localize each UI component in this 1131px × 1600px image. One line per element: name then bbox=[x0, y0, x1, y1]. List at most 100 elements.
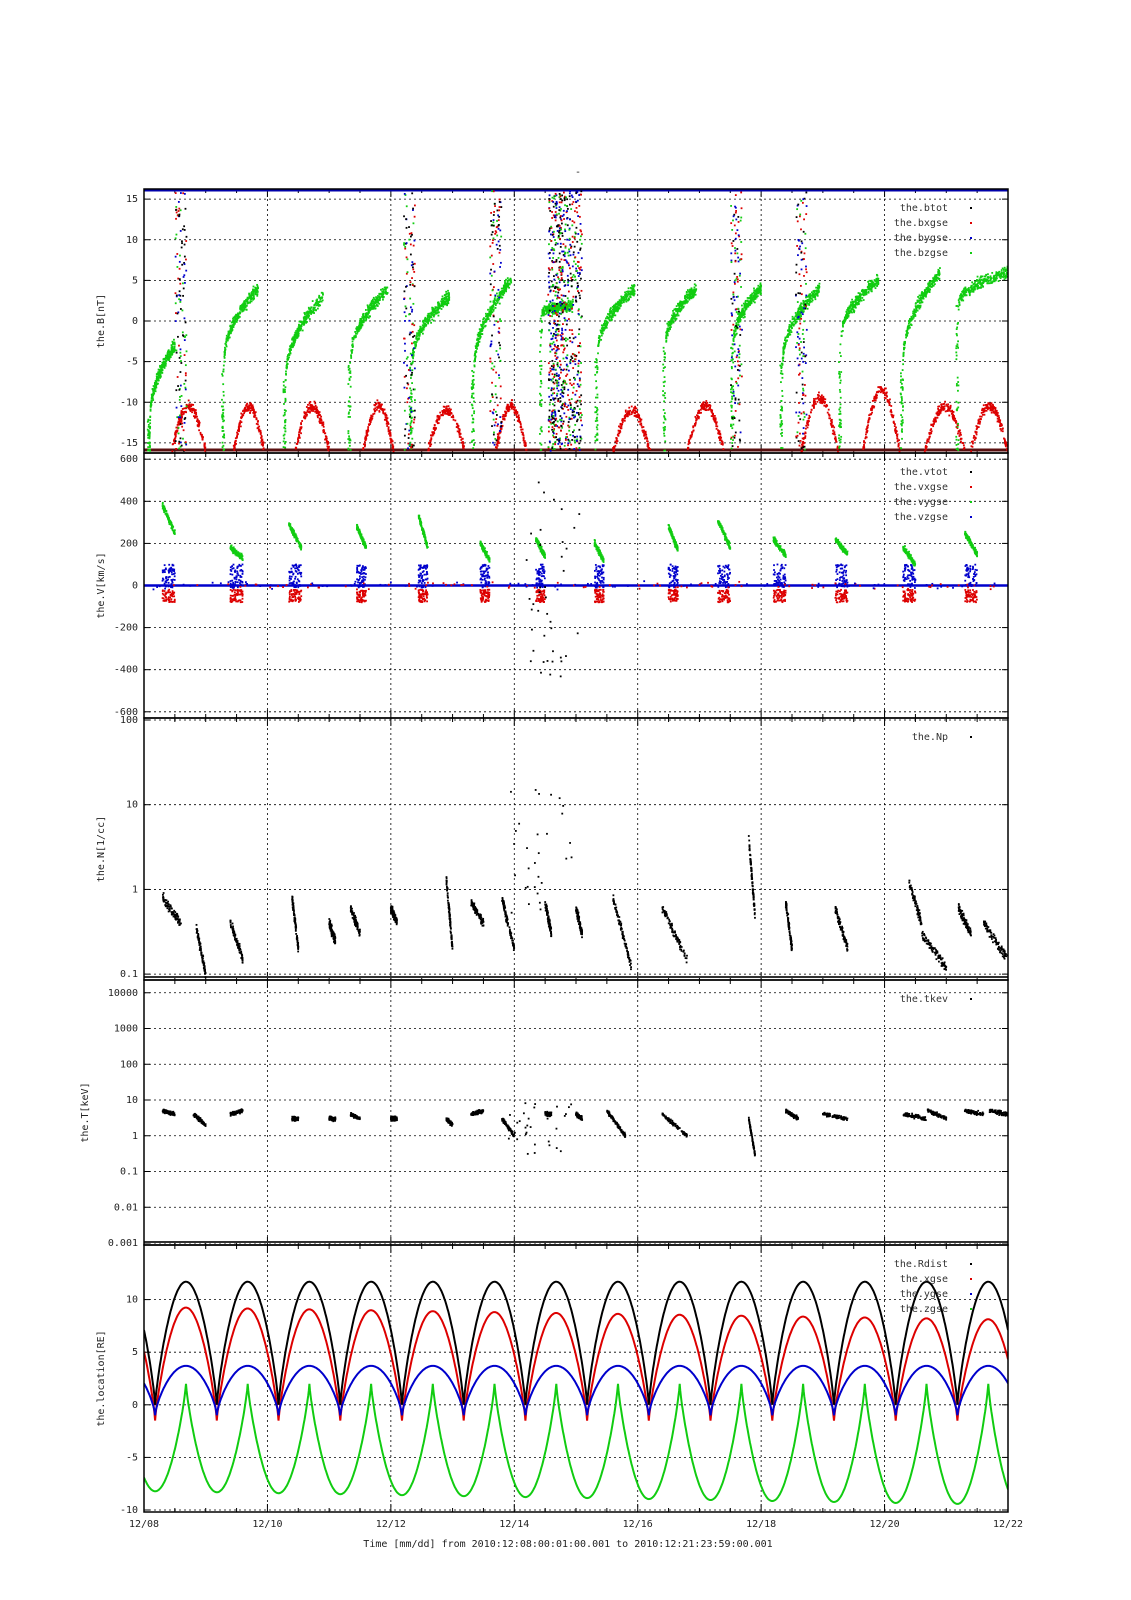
bzgse-point bbox=[602, 324, 605, 327]
bzgse-point bbox=[411, 400, 413, 403]
bzgse-point bbox=[316, 300, 318, 303]
bxgse-point bbox=[925, 445, 927, 448]
bxgse-point bbox=[390, 441, 392, 444]
y-tick-label: 5 bbox=[132, 275, 138, 286]
bxgse-point bbox=[831, 432, 834, 435]
bzgse-point bbox=[621, 297, 624, 300]
bzgse-point bbox=[294, 338, 297, 341]
bzgse-point bbox=[472, 392, 475, 395]
bzgse-point bbox=[358, 324, 360, 327]
bxgse-point bbox=[695, 419, 697, 422]
bxgse-point bbox=[615, 439, 618, 442]
bzgse-point bbox=[352, 337, 355, 340]
bxgse-point bbox=[497, 440, 499, 443]
bxgse-point bbox=[436, 414, 439, 417]
bzgse-point bbox=[224, 348, 227, 351]
bxgse-point bbox=[804, 435, 807, 437]
bxgse-point bbox=[619, 426, 622, 429]
bzgse-point bbox=[308, 318, 311, 320]
bzgse-point bbox=[374, 307, 377, 310]
bxgse-point bbox=[986, 408, 989, 411]
bzgse-point bbox=[252, 285, 255, 288]
bzgse-point bbox=[477, 335, 480, 338]
bxgse-point bbox=[316, 408, 319, 411]
bxgse-point bbox=[640, 418, 643, 421]
bzgse-point bbox=[595, 380, 597, 383]
bzgse-point bbox=[382, 298, 384, 301]
bxgse-point bbox=[836, 445, 839, 448]
bzgse-point bbox=[161, 361, 164, 364]
bzgse-point bbox=[161, 364, 164, 367]
bzgse-point bbox=[169, 356, 172, 359]
bzgse-point bbox=[288, 348, 291, 351]
bzgse-point bbox=[613, 304, 616, 307]
bzgse-point bbox=[746, 297, 749, 299]
bzgse-point bbox=[284, 379, 287, 381]
bxgse-point bbox=[255, 418, 258, 421]
bzgse-point bbox=[294, 334, 297, 337]
bxgse-point bbox=[643, 434, 646, 437]
bzgse-point bbox=[542, 310, 544, 313]
bzgse-point bbox=[170, 346, 173, 348]
bzgse-point bbox=[664, 380, 666, 383]
bxgse-point bbox=[246, 409, 248, 411]
bxgse-point bbox=[1001, 430, 1004, 433]
bxgse-point bbox=[706, 404, 708, 407]
bzgse-point bbox=[743, 313, 746, 316]
bzgse-point bbox=[290, 343, 293, 346]
bzgse-point bbox=[230, 330, 233, 333]
bxgse-point bbox=[183, 407, 186, 410]
bzgse-point bbox=[356, 326, 358, 328]
bzgse-point bbox=[235, 317, 237, 320]
bzgse-point bbox=[478, 328, 481, 331]
bzgse-point bbox=[440, 298, 443, 301]
bxgse-point bbox=[523, 444, 526, 447]
bxgse-point bbox=[180, 412, 183, 415]
bzgse-point bbox=[224, 342, 227, 345]
bxgse-point bbox=[928, 437, 931, 439]
bxgse-point bbox=[513, 409, 516, 412]
bzgse-point bbox=[370, 308, 373, 310]
bzgse-point bbox=[667, 323, 670, 326]
bzgse-point bbox=[594, 411, 597, 414]
bzgse-point bbox=[559, 302, 562, 305]
bzgse-point bbox=[679, 303, 682, 306]
bxgse-point bbox=[719, 438, 722, 440]
bzgse-point bbox=[415, 344, 417, 347]
bxgse-point bbox=[704, 404, 707, 407]
bzgse-point bbox=[226, 339, 229, 342]
bzgse-point bbox=[282, 384, 285, 387]
bzgse-point bbox=[745, 304, 747, 307]
bzgse-point bbox=[733, 332, 735, 335]
bxgse-point bbox=[621, 419, 624, 422]
bxgse-point bbox=[434, 429, 436, 432]
bxgse-point bbox=[979, 418, 982, 420]
bzgse-point bbox=[502, 293, 505, 296]
bxgse-point bbox=[194, 409, 197, 412]
bzgse-point bbox=[428, 314, 430, 317]
bxgse-point bbox=[927, 440, 930, 443]
bxgse-point bbox=[873, 405, 876, 408]
bxgse-point bbox=[985, 409, 988, 412]
bzgse-point bbox=[681, 303, 684, 306]
bzgse-point bbox=[413, 351, 415, 353]
bxgse-point bbox=[389, 434, 391, 437]
bzgse-point bbox=[473, 410, 476, 413]
bzgse-point bbox=[489, 315, 492, 318]
bzgse-point bbox=[493, 297, 496, 300]
bzgse-point bbox=[571, 306, 574, 308]
bzgse-point bbox=[352, 345, 354, 348]
bzgse-point bbox=[539, 394, 542, 397]
bxgse-point bbox=[710, 410, 713, 413]
bxgse-point bbox=[981, 407, 984, 410]
bxgse-point bbox=[437, 415, 439, 418]
bzgse-point bbox=[416, 334, 418, 336]
bzgse-point bbox=[541, 329, 543, 332]
bzgse-point bbox=[664, 356, 667, 359]
bxgse-point bbox=[173, 440, 176, 443]
bzgse-point bbox=[285, 372, 287, 375]
bzgse-point bbox=[231, 327, 234, 330]
bzgse-point bbox=[159, 364, 161, 367]
bxgse-point bbox=[448, 412, 450, 415]
bzgse-point bbox=[380, 288, 382, 291]
